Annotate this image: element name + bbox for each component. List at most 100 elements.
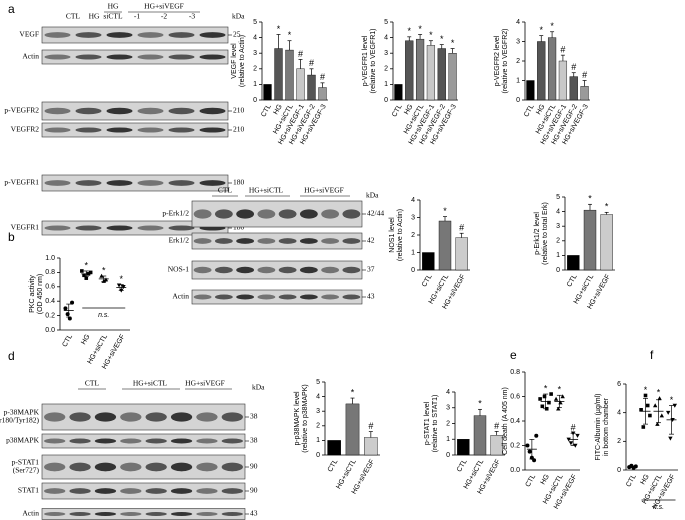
point: [672, 403, 677, 408]
kda-label: 180: [233, 178, 245, 187]
y-axis-label: (relative to Actin): [397, 209, 404, 261]
bar: [274, 48, 283, 101]
band: [196, 512, 218, 516]
x-tick-label: CTL: [391, 103, 404, 118]
significance-mark: *: [440, 34, 444, 44]
y-tick-label: 3: [516, 38, 520, 45]
x-tick-label: CTL: [525, 473, 538, 488]
group-label: HG+siVEGF: [144, 2, 184, 11]
point: [82, 273, 86, 278]
significance-mark: #: [309, 58, 314, 68]
bar: [318, 87, 327, 101]
y-tick-label: 4: [556, 208, 560, 215]
row-label: p-VEGFR2: [4, 106, 39, 115]
y-tick-label: 3: [316, 408, 320, 415]
row-label: p-38MAPK: [4, 408, 40, 417]
y-tick-label: 0.4: [510, 418, 520, 425]
band: [278, 266, 297, 274]
row-label: (Ser727): [13, 466, 40, 475]
band: [342, 294, 361, 300]
y-tick-label: 2: [446, 420, 450, 427]
significance-mark: #: [459, 223, 464, 233]
bar: [307, 74, 316, 101]
band: [278, 209, 297, 219]
bar: [600, 214, 613, 271]
band: [170, 488, 193, 494]
band: [193, 266, 212, 274]
y-tick-label: 1: [316, 437, 320, 444]
unit-label: kDa: [232, 12, 245, 21]
band: [196, 462, 218, 472]
y-tick-label: 4: [316, 393, 320, 400]
band: [199, 54, 226, 60]
band: [145, 488, 167, 494]
point: [659, 413, 664, 418]
y-tick-label: 2: [411, 232, 415, 239]
band: [196, 438, 218, 444]
band: [120, 412, 142, 422]
band: [44, 107, 71, 115]
point: [525, 443, 530, 448]
bar: [473, 415, 487, 456]
significance-mark: #: [368, 421, 373, 431]
significance-mark: *: [102, 265, 106, 275]
band: [196, 488, 218, 494]
significance-mark: *: [407, 26, 411, 36]
y-tick-label: 0.2: [45, 312, 55, 319]
point: [657, 396, 662, 401]
x-tick-label: CTL: [61, 333, 74, 348]
band: [257, 294, 276, 300]
band: [299, 294, 318, 300]
band: [321, 209, 340, 219]
band: [75, 127, 102, 133]
kda-label: 210: [233, 106, 245, 115]
band: [106, 32, 133, 38]
x-tick-label: CTL: [523, 103, 536, 118]
bar: [327, 440, 341, 456]
panel-label: d: [8, 349, 15, 363]
kda-label: 25: [233, 30, 241, 39]
bar: [296, 68, 305, 101]
band: [145, 412, 167, 422]
y-axis-label: (relative to VEGFR1): [370, 29, 377, 94]
y-axis-label: PKC activity: [29, 275, 36, 313]
panel-label: b: [8, 230, 15, 244]
bar: [457, 439, 470, 456]
significance-mark: *: [451, 38, 455, 48]
point: [80, 269, 84, 273]
y-tick-label: 4: [446, 389, 450, 396]
x-tick-label: CTL: [566, 273, 579, 288]
group-label: HG+siVEGF: [185, 379, 225, 388]
significance-mark: *: [478, 399, 482, 409]
band: [221, 412, 243, 422]
bar: [580, 86, 589, 101]
point: [542, 394, 547, 399]
band: [44, 180, 71, 186]
band: [94, 512, 117, 516]
band: [214, 238, 233, 244]
band: [257, 266, 276, 274]
y-tick-label: 0: [411, 267, 415, 274]
y-tick-label: 0: [617, 467, 621, 474]
bar: [547, 37, 557, 101]
point: [648, 413, 652, 418]
point: [655, 421, 660, 426]
band: [44, 438, 66, 444]
band: [342, 266, 361, 274]
band: [321, 266, 340, 274]
band: [94, 412, 117, 422]
y-tick-label: 4: [411, 197, 415, 204]
panel-label: f: [650, 348, 654, 362]
y-tick-label: 0: [384, 97, 388, 104]
y-tick-label: 0.8: [510, 369, 520, 376]
point: [639, 408, 643, 412]
y-tick-label: 0: [253, 97, 257, 104]
point: [666, 410, 671, 415]
row-label: Actin: [22, 52, 39, 61]
y-axis-label: VEGF level: [231, 43, 238, 79]
y-tick-label: 2: [516, 58, 520, 65]
group-label: CTL: [85, 379, 100, 388]
y-tick-label: 1.0: [45, 255, 55, 262]
band: [199, 127, 226, 133]
